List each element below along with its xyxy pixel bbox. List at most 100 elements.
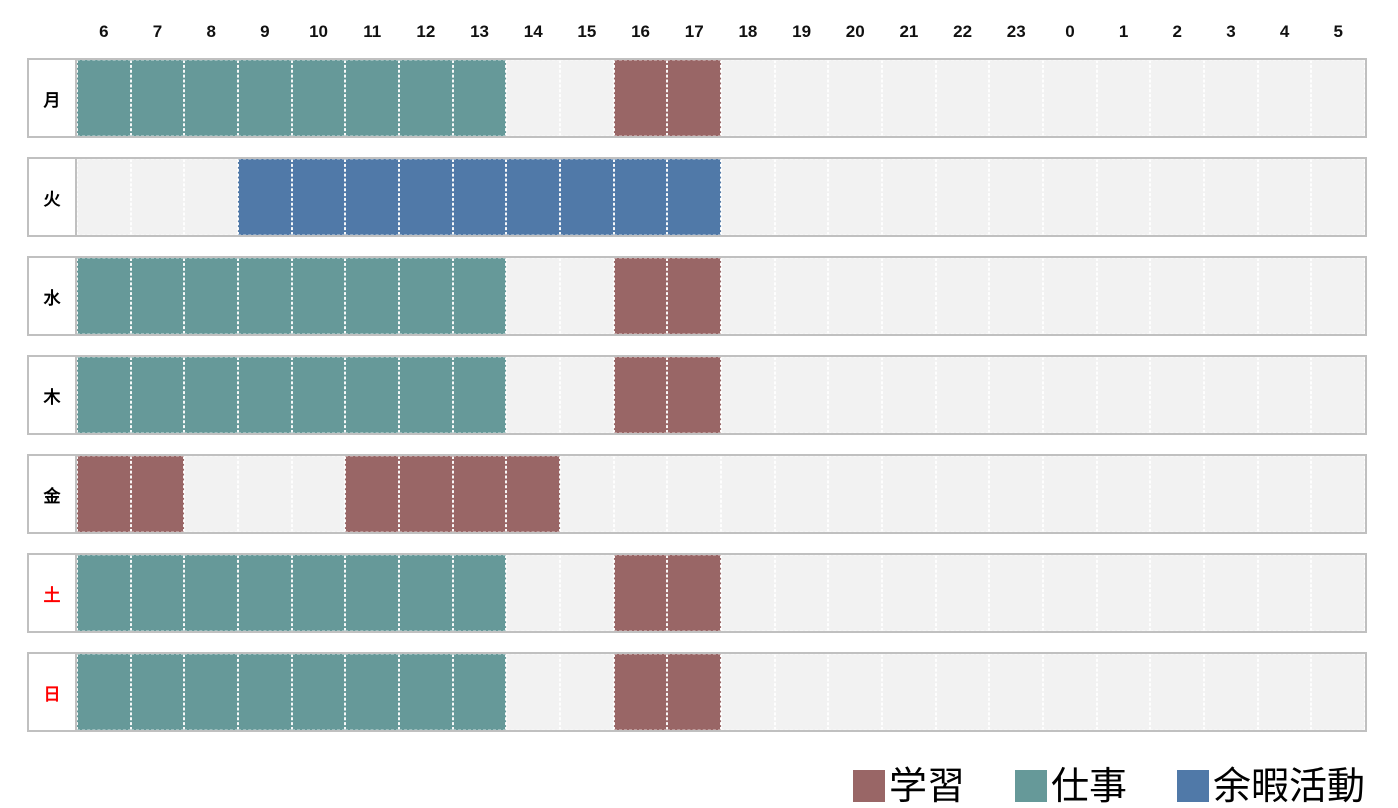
schedule-cell: [345, 357, 400, 433]
schedule-cell: [399, 555, 453, 631]
schedule-cell: [560, 555, 614, 631]
hour-label: 17: [684, 22, 704, 41]
schedule-cell: [667, 159, 722, 235]
schedule-cell: [882, 159, 936, 235]
day-row: 金: [27, 454, 1367, 534]
schedule-cell: [828, 555, 883, 631]
schedule-cell: [184, 654, 239, 730]
schedule-cell: [989, 60, 1044, 136]
hour-label: 21: [899, 22, 919, 41]
schedule-cell: [1257, 159, 1312, 235]
schedule-cell: [1096, 555, 1151, 631]
schedule-cell: [1204, 258, 1258, 334]
day-row: 土: [27, 553, 1367, 633]
schedule-cell: [1150, 159, 1205, 235]
hour-axis: 6 7 8 9 10 11 12 13 14 15 16 17 18 19 20 21 22 23 0 1 2 3 4 5: [27, 18, 1367, 46]
schedule-cell: [828, 456, 883, 532]
hour-label: 4: [1279, 22, 1290, 41]
schedule-cell: [399, 60, 453, 136]
hour-label: 13: [470, 22, 489, 41]
schedule-cell: [506, 258, 561, 334]
schedule-cell: [935, 456, 990, 532]
schedule-cell: [1096, 159, 1151, 235]
schedule-cell: [238, 357, 292, 433]
schedule-cell: [130, 357, 185, 433]
legend-item: 余暇活動: [1176, 766, 1365, 806]
hour-label: 22: [953, 22, 973, 41]
day-label: 木: [29, 357, 77, 433]
schedule-cell: [452, 456, 507, 532]
schedule-cell: [1150, 555, 1205, 631]
schedule-cell: [1204, 654, 1258, 730]
hour-label: 11: [363, 22, 382, 41]
hour-label: 12: [416, 22, 436, 41]
schedule-cell: [184, 159, 239, 235]
schedule-cell: [560, 159, 614, 235]
schedule-cell: [1311, 357, 1366, 433]
schedule-cell: [77, 456, 131, 532]
schedule-cell: [1096, 456, 1151, 532]
schedule-cell: [882, 357, 936, 433]
schedule-cell: [1150, 357, 1205, 433]
schedule-cell: [506, 456, 561, 532]
day-label: 土: [29, 555, 77, 631]
schedule-cell: [721, 159, 775, 235]
schedule-cell: [774, 456, 829, 532]
schedule-cell: [77, 159, 131, 235]
schedule-cell: [1257, 60, 1312, 136]
schedule-cell: [1311, 654, 1366, 730]
schedule-cell: [345, 159, 400, 235]
legend-item: 学習: [852, 766, 965, 806]
hour-label: 10: [309, 22, 328, 41]
schedule-cell: [613, 258, 668, 334]
day-label: 火: [29, 159, 77, 235]
schedule-cell: [399, 456, 453, 532]
schedule-cell: [452, 258, 507, 334]
day-row: 水: [27, 256, 1367, 336]
schedule-cell: [667, 357, 722, 433]
schedule-cell: [452, 555, 507, 631]
schedule-cell: [1204, 159, 1258, 235]
day-label: 水: [29, 258, 77, 334]
schedule-cell: [291, 357, 346, 433]
schedule-chart: 6 7 8 9 10 11 12 13 14 15 16 17 18 19 20 21 22 23 0 1 2 3 4 5 月…: [27, 18, 1367, 732]
schedule-cell: [291, 654, 346, 730]
schedule-cell: [77, 60, 131, 136]
day-row: 日: [27, 652, 1367, 732]
schedule-cell: [1150, 60, 1205, 136]
schedule-cell: [828, 60, 883, 136]
schedule-cell: [989, 159, 1044, 235]
schedule-cell: [1204, 357, 1258, 433]
legend-swatch: [1014, 770, 1047, 802]
schedule-cell: [667, 555, 722, 631]
schedule-cell: [989, 654, 1044, 730]
schedule-cell: [1043, 456, 1097, 532]
schedule-cell: [506, 555, 561, 631]
schedule-cell: [130, 555, 185, 631]
schedule-cell: [184, 357, 239, 433]
schedule-cell: [989, 456, 1044, 532]
schedule-cell: [1096, 60, 1151, 136]
schedule-cell: [667, 60, 722, 136]
schedule-cell: [774, 258, 829, 334]
day-label: 日: [29, 654, 77, 730]
schedule-cell: [238, 456, 292, 532]
legend: 学習 仕事 余暇活動: [852, 766, 1365, 806]
hour-label: 23: [1006, 22, 1026, 41]
schedule-cell: [77, 258, 131, 334]
day-row: 月: [27, 58, 1367, 138]
schedule-cell: [721, 654, 775, 730]
schedule-cell: [828, 654, 883, 730]
schedule-cell: [1257, 357, 1312, 433]
schedule-cell: [1096, 654, 1151, 730]
schedule-cell: [828, 357, 883, 433]
schedule-cell: [452, 159, 507, 235]
schedule-cell: [560, 456, 614, 532]
schedule-cell: [935, 555, 990, 631]
schedule-cell: [238, 258, 292, 334]
schedule-cell: [452, 654, 507, 730]
schedule-cell: [345, 654, 400, 730]
schedule-cell: [721, 60, 775, 136]
schedule-cell: [506, 159, 561, 235]
hour-label: 9: [260, 22, 270, 41]
